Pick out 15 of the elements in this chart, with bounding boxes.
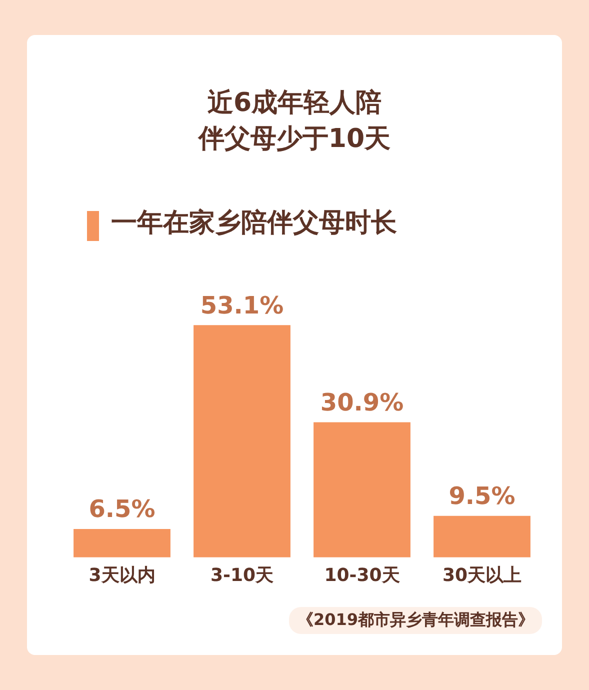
data-label: 6.5% [88, 495, 156, 524]
x-tick-label: 30天以上 [442, 564, 522, 586]
bar [74, 528, 170, 558]
bar [314, 422, 410, 558]
data-label: 9.5% [448, 482, 516, 510]
x-tick-label: 3天以内 [88, 564, 156, 586]
chart-subtitle: 一年在家乡陪伴父母时长 [111, 208, 397, 238]
bar [434, 516, 530, 558]
x-tick-label: 3-10天 [210, 564, 274, 586]
data-label: 30.9% [320, 388, 404, 416]
bar [194, 325, 290, 558]
text: 《2019都市异乡青年调查报告》 [289, 607, 542, 634]
x-tick-label: 10-30天 [324, 564, 400, 586]
data-label: 53.1% [200, 291, 284, 320]
chart-title: 近6成年轻人陪伴父母少于10天 [196, 87, 392, 156]
